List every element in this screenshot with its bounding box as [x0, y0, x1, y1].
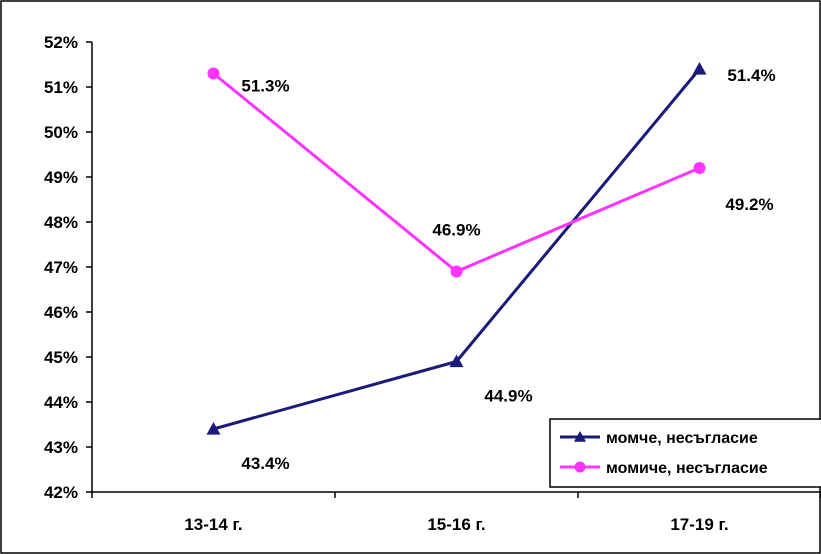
y-tick-label: 44% [44, 393, 78, 412]
y-tick-label: 50% [44, 123, 78, 142]
series-layer [206, 62, 707, 435]
series-1-data-label: 44.9% [484, 387, 532, 406]
series-1-point [692, 62, 707, 75]
series-1-data-label: 51.4% [727, 66, 775, 85]
x-tick-label: 17-19 г. [670, 515, 728, 534]
y-tick-label: 47% [44, 258, 78, 277]
legend-label: момче, несъгласие [606, 430, 758, 447]
y-tick-label: 42% [44, 483, 78, 502]
series-2-point [207, 67, 220, 80]
series-2-point [693, 162, 706, 174]
legend-label: момиче, несъгласие [606, 460, 768, 477]
data-labels: 43.4% 44.9% 51.4% 51.3% 46.9% 49.2% [241, 66, 775, 473]
y-tick-label: 49% [44, 168, 78, 187]
y-tick-label: 51% [44, 78, 78, 97]
y-tick-label: 48% [44, 213, 78, 232]
series-1-point [206, 422, 221, 435]
series-2-data-label: 49.2% [725, 195, 773, 214]
legend-swatch-marker [574, 461, 586, 473]
series-2-data-label: 46.9% [432, 221, 480, 240]
y-tick-label: 52% [44, 33, 78, 52]
legend-swatch-marker [574, 431, 586, 442]
legend-box [549, 418, 821, 488]
x-tick-label: 13-14 г. [184, 515, 242, 534]
y-tick-label: 46% [44, 303, 78, 322]
series-2-point [450, 265, 463, 278]
series-1-data-label: 43.4% [241, 454, 289, 473]
x-tick-label: 15-16 г. [427, 515, 485, 534]
series-1-point [449, 354, 464, 368]
y-tick-label: 43% [44, 438, 78, 457]
y-tick-label: 45% [44, 348, 78, 367]
legend: момче, несъгласие момиче, несъгласие [549, 418, 821, 488]
series-2-data-label: 51.3% [241, 77, 289, 96]
axes: 42% 43% 44% 45% 46% 47% 48% 49% 50% 51% 52% 13-14 г… [44, 33, 821, 534]
